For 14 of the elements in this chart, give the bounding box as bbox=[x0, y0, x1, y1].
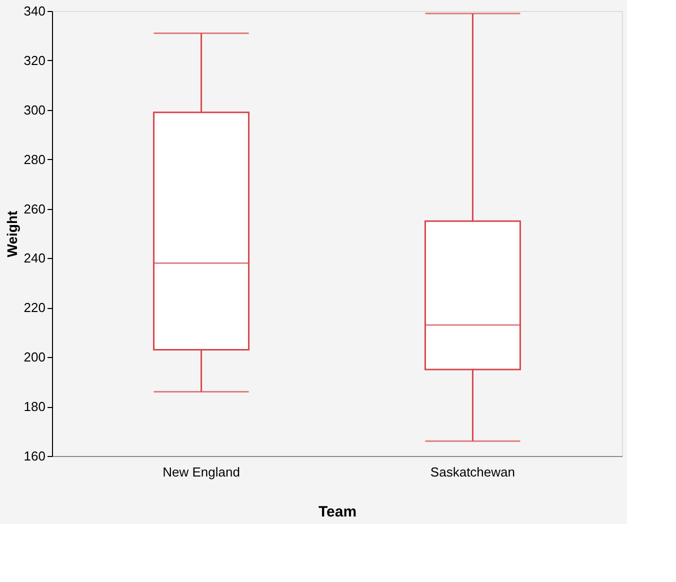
y-tick-label: 200 bbox=[24, 350, 46, 365]
y-tick-label: 340 bbox=[24, 4, 46, 18]
y-tick-label: 320 bbox=[24, 52, 46, 68]
y-tick-label: 300 bbox=[24, 102, 46, 118]
y-tick-label: 260 bbox=[24, 201, 46, 216]
y-tick-label: 220 bbox=[24, 300, 46, 316]
y-tick-label: 240 bbox=[24, 250, 46, 266]
x-axis-title: Team bbox=[318, 504, 357, 520]
y-tick-label: 160 bbox=[24, 448, 46, 464]
x-tick-label: New England bbox=[162, 464, 240, 480]
y-tick-label: 180 bbox=[24, 399, 46, 414]
y-tick-label: 280 bbox=[24, 152, 46, 167]
y-axis-title: Weight bbox=[4, 210, 20, 258]
x-tick-label: Saskatchewan bbox=[430, 464, 515, 480]
